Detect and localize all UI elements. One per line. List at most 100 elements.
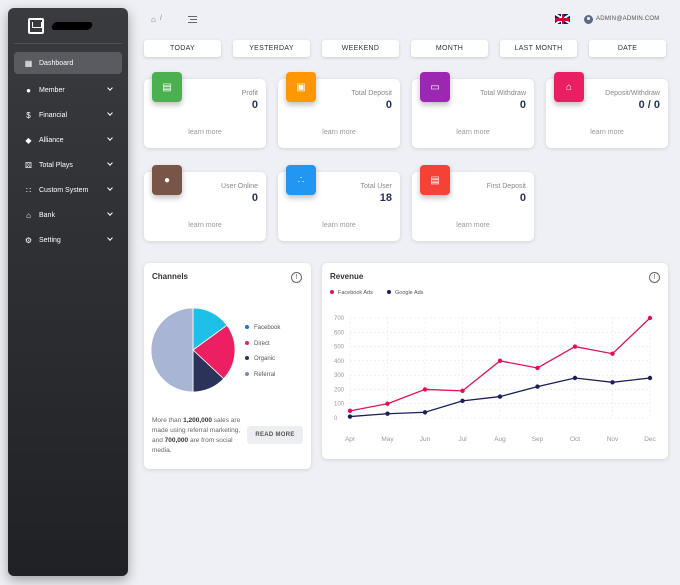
legend-dot bbox=[387, 290, 391, 294]
stat-card-user-online: ● User Online 0 learn more bbox=[144, 165, 266, 241]
sidebar-item-label: Custom System bbox=[39, 186, 89, 194]
learn-more-link[interactable]: learn more bbox=[590, 129, 624, 136]
channels-title: Channels bbox=[152, 272, 189, 281]
uk-flag-icon[interactable] bbox=[555, 14, 570, 24]
data-point[interactable] bbox=[460, 398, 465, 404]
stat-card-profit: ▤ Profit 0 learn more bbox=[144, 72, 266, 148]
filter-weekend-button[interactable]: WEEKEND bbox=[322, 40, 399, 57]
gear-icon: ⚙ bbox=[24, 235, 33, 245]
sidebar-item-total-plays[interactable]: ⚄ Total Plays bbox=[14, 153, 122, 177]
channels-description: More than 1,200,000 sales are made using… bbox=[152, 417, 241, 454]
y-tick-label: 100 bbox=[334, 402, 345, 408]
deposit-icon: ▤ bbox=[420, 165, 450, 195]
user-email[interactable]: ADMIN@ADMIN.COM bbox=[596, 16, 660, 22]
info-icon[interactable]: ! bbox=[291, 272, 302, 283]
filter-last-month-button[interactable]: LAST MONTH bbox=[500, 40, 577, 57]
filter-yesterday-button[interactable]: YESTERDAY bbox=[233, 40, 310, 57]
y-tick-label: 500 bbox=[334, 345, 345, 351]
data-point[interactable] bbox=[385, 401, 390, 406]
sidebar-item-financial[interactable]: $ Financial bbox=[14, 103, 122, 127]
data-point[interactable] bbox=[460, 388, 465, 394]
data-point[interactable] bbox=[497, 358, 503, 364]
data-point[interactable] bbox=[422, 410, 428, 415]
chevron-down-icon bbox=[107, 160, 113, 166]
sidebar-item-custom-system[interactable]: ∷ Custom System bbox=[14, 178, 122, 202]
card-value: 0 bbox=[519, 192, 526, 204]
y-tick-label: 400 bbox=[334, 359, 345, 365]
card-label: Total User bbox=[360, 183, 392, 190]
legend-label: Facebook Ads bbox=[338, 290, 373, 296]
learn-more-link[interactable]: learn more bbox=[188, 222, 222, 229]
revenue-line-chart: Facebook Ads Google Ads 0 100 200 300 400 500 60… bbox=[330, 290, 657, 443]
y-tick-label: 0 bbox=[334, 416, 338, 422]
data-point[interactable] bbox=[610, 380, 615, 385]
stat-card-deposit-withdraw: ⌂ Deposit/Withdraw 0 / 0 learn more bbox=[546, 72, 668, 148]
learn-more-link[interactable]: learn more bbox=[322, 129, 356, 136]
pie-slice-direct[interactable] bbox=[192, 324, 236, 380]
learn-more-link[interactable]: learn more bbox=[456, 129, 490, 136]
data-point[interactable] bbox=[422, 387, 428, 392]
learn-more-link[interactable]: learn more bbox=[322, 222, 356, 229]
data-point[interactable] bbox=[647, 315, 653, 321]
x-tick-label: Sep bbox=[532, 436, 544, 443]
sidebar-item-label: Dashboard bbox=[39, 59, 74, 67]
diamond-icon: ◆ bbox=[25, 135, 32, 145]
x-tick-label: Jun bbox=[420, 436, 431, 443]
legend-item-organic: Organic bbox=[245, 356, 275, 362]
chart-icon: ▤ bbox=[152, 72, 182, 102]
card-label: Deposit/Withdraw bbox=[605, 90, 660, 97]
y-tick-label: 300 bbox=[334, 373, 345, 379]
filter-month-button[interactable]: MONTH bbox=[411, 40, 488, 57]
sidebar-item-label: Total Plays bbox=[39, 161, 73, 169]
sidebar-item-label: Alliance bbox=[39, 136, 64, 144]
filter-today-button[interactable]: TODAY bbox=[144, 40, 221, 57]
person-icon: ● bbox=[26, 85, 31, 95]
legend-item-referral: Referral bbox=[245, 372, 275, 378]
card-label: Total Deposit bbox=[351, 90, 392, 97]
card-label: Total Withdraw bbox=[480, 90, 526, 97]
y-tick-label: 200 bbox=[334, 387, 345, 393]
data-point[interactable] bbox=[385, 411, 390, 416]
data-point[interactable] bbox=[610, 351, 615, 356]
card-value: 0 bbox=[251, 192, 258, 204]
data-point[interactable] bbox=[647, 375, 653, 381]
data-point[interactable] bbox=[572, 375, 578, 381]
revenue-panel: Revenue ! Facebook Ads Google Ads 0 100 200 3… bbox=[322, 263, 668, 459]
data-point[interactable] bbox=[535, 365, 540, 371]
read-more-button[interactable]: READ MORE bbox=[247, 426, 303, 444]
filter-date-button[interactable]: DATE bbox=[589, 40, 666, 57]
menu-toggle-icon[interactable] bbox=[188, 16, 197, 23]
pie-slice-referral[interactable] bbox=[150, 307, 194, 393]
apps-icon: ∷ bbox=[25, 185, 32, 195]
sidebar-item-alliance[interactable]: ◆ Alliance bbox=[14, 128, 122, 152]
learn-more-link[interactable]: learn more bbox=[456, 222, 490, 229]
account-icon[interactable] bbox=[584, 15, 593, 24]
brand[interactable] bbox=[14, 8, 122, 44]
sidebar-item-dashboard[interactable]: ▦ Dashboard bbox=[14, 52, 122, 74]
info-icon[interactable]: ! bbox=[649, 272, 660, 283]
data-point[interactable] bbox=[535, 384, 540, 389]
data-point[interactable] bbox=[347, 408, 353, 414]
chevron-down-icon bbox=[107, 110, 113, 116]
sidebar-item-setting[interactable]: ⚙ Setting bbox=[14, 228, 122, 252]
card-label: First Deposit bbox=[486, 183, 526, 190]
stat-card-total-withdraw: ▭ Total Withdraw 0 learn more bbox=[412, 72, 534, 148]
account-icon: ● bbox=[152, 165, 182, 195]
sidebar-item-bank[interactable]: ⌂ Bank bbox=[14, 203, 122, 227]
data-point[interactable] bbox=[497, 394, 503, 399]
sidebar-item-label: Financial bbox=[39, 111, 68, 119]
date-filters: TODAY YESTERDAY WEEKEND MONTH LAST MONTH DATE bbox=[144, 40, 666, 57]
sidebar-item-member[interactable]: ● Member bbox=[14, 78, 122, 102]
data-point[interactable] bbox=[347, 414, 353, 419]
y-tick-label: 700 bbox=[334, 316, 345, 322]
dice-icon: ⚄ bbox=[25, 160, 32, 170]
home-icon[interactable]: ⌂ bbox=[151, 15, 156, 24]
sidebar-item-label: Bank bbox=[39, 211, 55, 219]
data-point[interactable] bbox=[572, 344, 578, 349]
stat-card-first-deposit: ▤ First Deposit 0 learn more bbox=[412, 165, 534, 241]
chevron-down-icon bbox=[107, 85, 113, 91]
dollar-icon: $ bbox=[26, 110, 31, 120]
card-value: 18 bbox=[379, 192, 392, 204]
bank-icon: ⌂ bbox=[26, 210, 31, 220]
learn-more-link[interactable]: learn more bbox=[188, 129, 222, 136]
